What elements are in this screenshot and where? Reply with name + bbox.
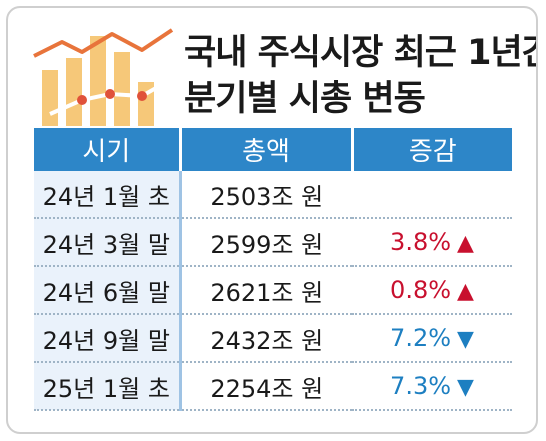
row-total: 2503조 원: [180, 171, 352, 219]
row-total: 2599조 원: [180, 218, 352, 267]
row-change: 7.2% ▼: [352, 314, 512, 363]
logo-trend-line: [33, 28, 174, 58]
chart-logo-icon: [33, 28, 174, 126]
logo-bar-3: [90, 36, 106, 126]
table-row: 24년 6월 말 2621조 원 0.8% ▲: [34, 266, 512, 315]
row-change: [352, 171, 512, 219]
logo-dot-1: [77, 95, 87, 105]
row-change: 0.8% ▲: [352, 266, 512, 315]
row-total: 2254조 원: [180, 362, 352, 411]
header-period: 시기: [34, 128, 180, 171]
title-line-1: 국내 주식시장 최근 1년간: [184, 33, 538, 73]
change-value: 7.2%: [390, 324, 452, 352]
logo-bar-4: [114, 52, 130, 126]
table-row: 24년 9월 말 2432조 원 7.2% ▼: [34, 314, 512, 363]
change-value: 7.3%: [390, 372, 452, 400]
table-row: 24년 3월 말 2599조 원 3.8% ▲: [34, 218, 512, 267]
table-row: 25년 1월 초 2254조 원 7.3% ▼: [34, 362, 512, 411]
row-period: 25년 1월 초: [34, 362, 182, 411]
row-total: 2621조 원: [180, 266, 352, 315]
title-line-2: 분기별 시총 변동: [184, 79, 426, 119]
up-arrow-icon: ▲: [457, 231, 474, 256]
logo-dot-2: [105, 89, 115, 99]
row-period: 24년 9월 말: [34, 314, 182, 363]
market-cap-table: 시기 총액 증감 24년 1월 초 2503조 원 24년 3월 말 2599조…: [34, 128, 512, 411]
up-arrow-icon: ▲: [457, 279, 474, 304]
row-total: 2432조 원: [180, 314, 352, 363]
table-row: 24년 1월 초 2503조 원: [34, 171, 512, 219]
down-arrow-icon: ▼: [457, 327, 474, 352]
row-change: 3.8% ▲: [352, 218, 512, 267]
page-title: 국내 주식시장 최근 1년간 분기별 시총 변동: [184, 30, 538, 122]
logo-dot-3: [137, 91, 147, 101]
down-arrow-icon: ▼: [457, 375, 474, 400]
table-header-row: 시기 총액 증감: [34, 128, 512, 171]
change-value: 3.8%: [390, 228, 452, 256]
logo-bar-2: [66, 58, 82, 126]
row-period: 24년 3월 말: [34, 218, 182, 267]
row-period: 24년 6월 말: [34, 266, 182, 315]
row-change: 7.3% ▼: [352, 362, 512, 411]
row-period: 24년 1월 초: [34, 171, 182, 219]
logo-bar-1: [42, 70, 58, 126]
change-value: 0.8%: [390, 276, 452, 304]
header-total: 총액: [178, 128, 352, 171]
header-change: 증감: [350, 128, 512, 171]
